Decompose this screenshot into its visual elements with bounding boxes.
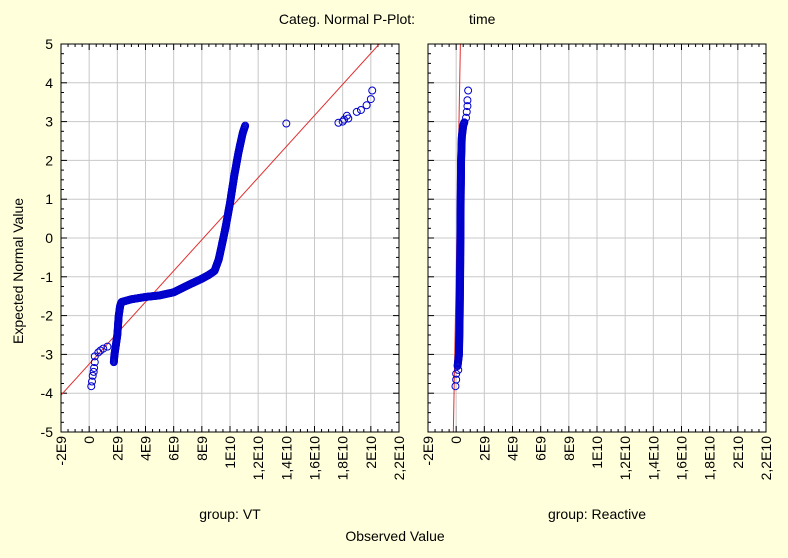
x-tick-label: 2,2E10 [758, 436, 774, 481]
x-tick-label: 6E9 [533, 436, 549, 461]
x-tick-label: -2E9 [420, 436, 436, 466]
x-tick-label: 8E9 [561, 436, 577, 461]
x-tick-label: 1,2E10 [617, 436, 633, 481]
x-tick-label: -2E9 [53, 436, 69, 466]
data-point [366, 95, 375, 104]
plot-frame [427, 43, 767, 433]
data-point [88, 371, 97, 380]
x-tick-label: 0 [448, 436, 464, 444]
y-tick-label: -4 [41, 385, 54, 401]
panels-layer: -5 -4 -3 -2 -1 0 1 2 3 4 5 -2E9 0 2E9 4E9 6E9 8E9 1E10 1,2… [41, 36, 774, 522]
x-tick-label: 1,8E10 [702, 436, 718, 481]
y-tick-label: -1 [41, 269, 54, 285]
plot-frame [60, 43, 400, 433]
x-tick-label: 4E9 [138, 436, 154, 461]
x-tick-label: 1,2E10 [250, 436, 266, 481]
y-tick-label: -3 [41, 346, 54, 362]
y-tick-label: 3 [45, 114, 53, 130]
panel-label: group: VT [199, 506, 261, 522]
data-point [241, 121, 250, 130]
y-tick-label: 0 [45, 230, 53, 246]
data-point [87, 377, 96, 386]
y-tick-label: 4 [45, 75, 53, 91]
y-tick-label: -5 [41, 424, 54, 440]
data-point [463, 102, 472, 111]
x-tick-label: 1,4E10 [278, 436, 294, 481]
data-point [452, 369, 461, 378]
panel-label: group: Reactive [548, 506, 646, 522]
data-point [362, 101, 371, 110]
plot-content [61, 44, 380, 396]
x-tick-label: 4E9 [505, 436, 521, 461]
x-tick-label: 2E9 [476, 436, 492, 461]
data-point [89, 367, 98, 376]
data-point [462, 107, 471, 116]
data-point [463, 96, 472, 105]
data-point [464, 86, 473, 95]
data-point [90, 358, 99, 367]
data-point [90, 363, 99, 372]
data-point [94, 348, 103, 357]
x-tick-label: 1E10 [222, 436, 238, 469]
data-point [368, 86, 377, 95]
x-tick-label: 2E10 [730, 436, 746, 469]
x-tick-label: 0 [81, 436, 97, 444]
data-point [282, 119, 291, 128]
x-tick-label: 1,6E10 [307, 436, 323, 481]
data-point [460, 118, 469, 127]
x-tick-label: 2E10 [363, 436, 379, 469]
data-point [462, 113, 471, 122]
panel-2: -2E9 0 2E9 4E9 6E9 8E9 1E10 1,2E10 1,4E10 1,6E10 1… [420, 43, 774, 522]
data-point [454, 365, 463, 374]
x-tick-label: 2E9 [109, 436, 125, 461]
x-axis-label: Observed Value [345, 528, 445, 544]
y-axis-label: Expected Normal Value [10, 198, 26, 344]
x-tick-label: 6E9 [166, 436, 182, 461]
panel-1: -5 -4 -3 -2 -1 0 1 2 3 4 5 -2E9 0 2E9 4E9 6E9 8E9 1E10 1,2… [41, 36, 407, 522]
x-tick-label: 1,4E10 [645, 436, 661, 481]
y-tick-label: 2 [45, 152, 53, 168]
x-tick-label: 8E9 [194, 436, 210, 461]
data-point [87, 382, 96, 391]
x-tick-label: 1,6E10 [674, 436, 690, 481]
chart-title: Categ. Normal P-Plot: [279, 11, 415, 27]
x-tick-label: 1,8E10 [335, 436, 351, 481]
y-tick-label: 1 [45, 191, 53, 207]
x-tick-label: 2,2E10 [391, 436, 407, 481]
data-point [344, 114, 353, 123]
chart-title-variable: time [469, 11, 496, 27]
y-tick-label: 5 [45, 36, 53, 52]
data-point [356, 105, 365, 114]
data-point [451, 382, 460, 391]
plot-content [451, 44, 473, 432]
data-point [352, 107, 361, 116]
data-point [103, 342, 112, 351]
data-point [99, 344, 108, 353]
x-tick-label: 1E10 [589, 436, 605, 469]
y-tick-label: -2 [41, 308, 54, 324]
